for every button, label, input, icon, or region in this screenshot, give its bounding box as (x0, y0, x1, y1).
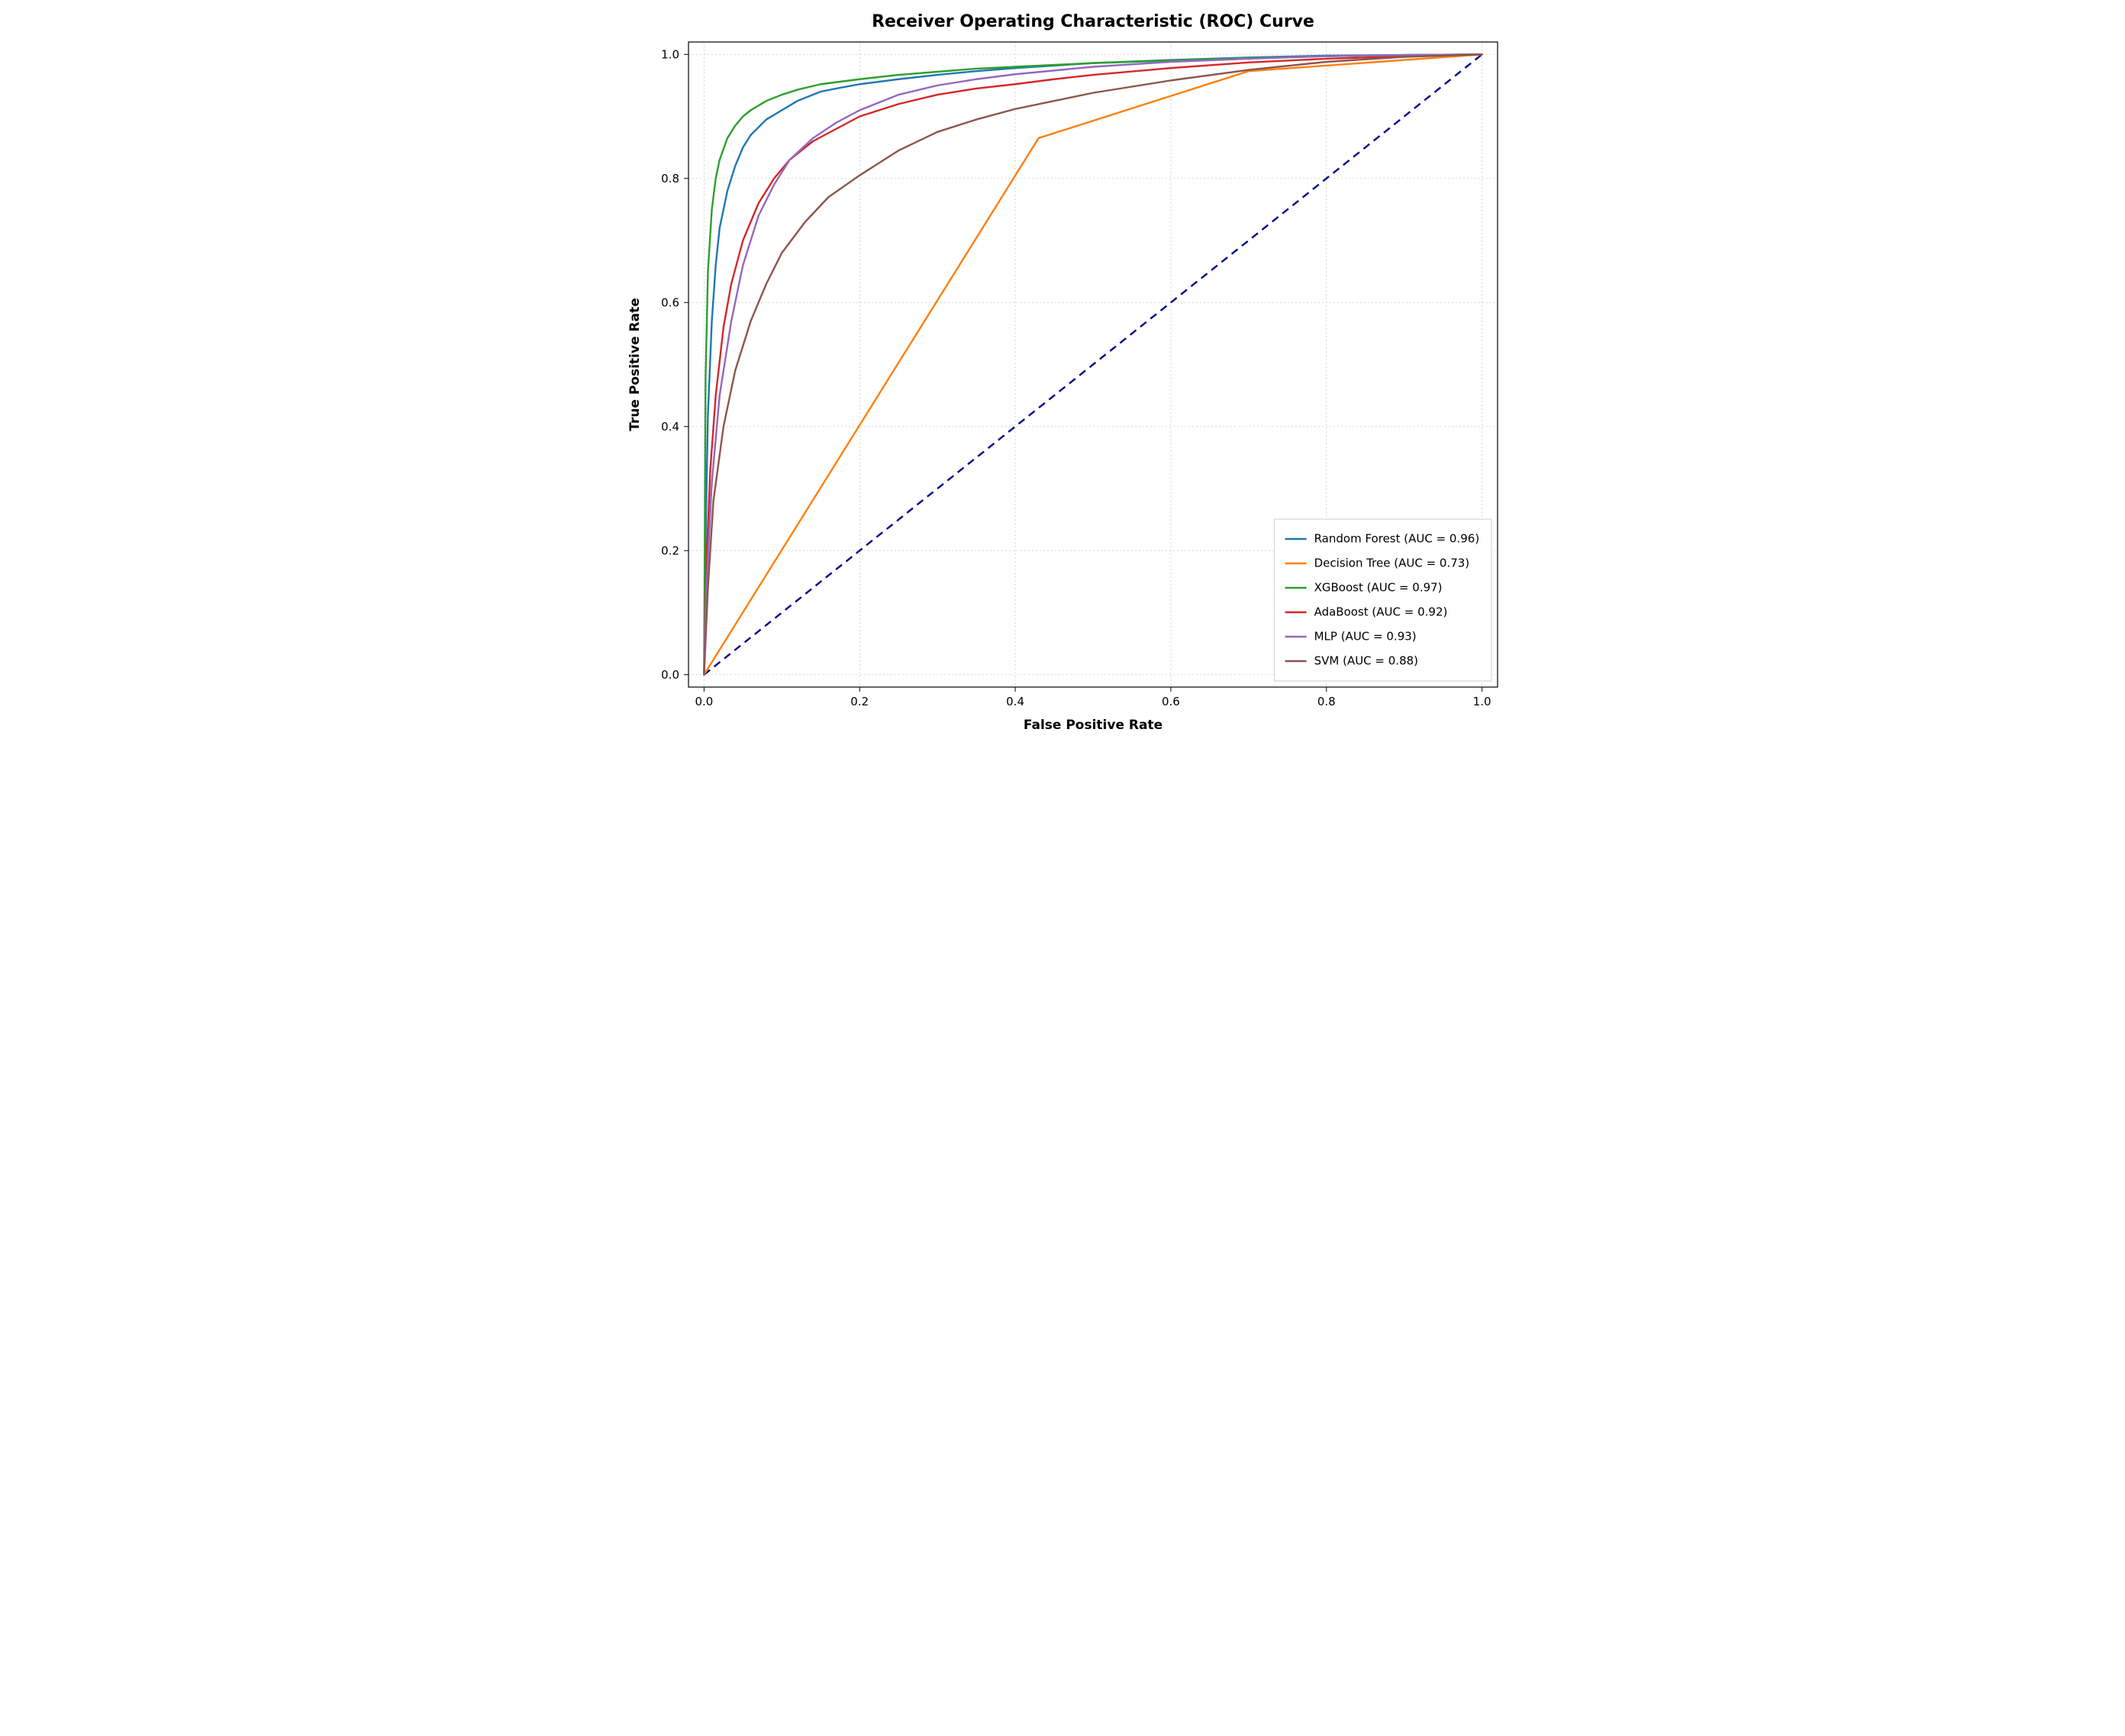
ytick-label: 0.6 (661, 295, 679, 309)
y-axis-label: True Positive Rate (627, 298, 643, 431)
legend: Random Forest (AUC = 0.96) Decision Tree … (1275, 519, 1491, 681)
roc-chart-svg: 0.0 0.2 0.4 0.6 0.8 1.0 0.0 0.2 0.4 0.6 0.8 1.0 Fals… (605, 0, 1520, 748)
chart-title: Receiver Operating Characteristic (ROC) … (872, 12, 1314, 31)
xtick-label: 0.8 (1317, 695, 1336, 708)
xtick-label: 0.0 (695, 695, 713, 708)
ytick-label: 0.2 (661, 544, 679, 557)
xtick-label: 1.0 (1473, 695, 1491, 708)
ytick-label: 0.0 (661, 668, 679, 682)
legend-label: XGBoost (AUC = 0.97) (1314, 581, 1443, 595)
xtick-label: 0.4 (1006, 695, 1024, 708)
ytick-label: 1.0 (661, 47, 679, 61)
legend-label: MLP (AUC = 0.93) (1314, 630, 1417, 644)
ytick-label: 0.8 (661, 172, 679, 186)
legend-label: SVM (AUC = 0.88) (1314, 654, 1418, 668)
legend-label: AdaBoost (AUC = 0.92) (1314, 605, 1448, 619)
xtick-label: 0.6 (1162, 695, 1180, 708)
xtick-label: 0.2 (850, 695, 869, 708)
x-axis-label: False Positive Rate (1024, 718, 1162, 733)
roc-chart-container: 0.0 0.2 0.4 0.6 0.8 1.0 0.0 0.2 0.4 0.6 0.8 1.0 Fals… (605, 0, 1520, 748)
legend-label: Decision Tree (AUC = 0.73) (1314, 557, 1470, 570)
legend-label: Random Forest (AUC = 0.96) (1314, 532, 1480, 546)
ytick-label: 0.4 (661, 420, 679, 434)
